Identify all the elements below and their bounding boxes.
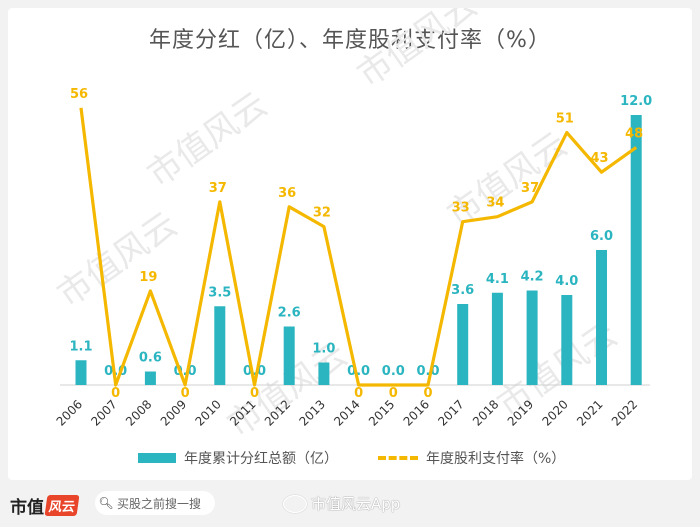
search-bar[interactable]: 🔍︎ 买股之前搜一搜: [95, 491, 215, 515]
bar-2022: [630, 115, 642, 385]
watermark-text: 市值风云: [140, 85, 274, 196]
search-icon: 🔍︎: [98, 496, 114, 510]
chart-card: 年度分红（亿）、年度股利支付率（%） 市值风云 市值风云 市值风云 市值风云 市值风云市…: [8, 8, 692, 480]
bar-label-2015: 0.0: [382, 364, 405, 379]
bar-2008: [144, 371, 156, 385]
bar-label-2018: 4.1: [486, 272, 509, 287]
x-tick-2014: 2014: [331, 397, 362, 428]
legend-bar-swatch: [138, 453, 176, 463]
bar-2012: [283, 326, 295, 385]
bar-label-2013: 1.0: [312, 342, 335, 357]
x-tick-2006: 2006: [54, 397, 85, 428]
line-label-2007: 0: [111, 386, 120, 401]
line-label-2021: 43: [590, 151, 608, 166]
payout-ratio-line: [79, 107, 638, 387]
legend-line-label: 年度股利支付率（%）: [426, 451, 566, 467]
weibo-icon: [283, 494, 307, 513]
legend-item-bar: 年度累计分红总额（亿）: [138, 448, 338, 468]
line-label-2022: 48: [625, 126, 643, 141]
bar-label-2012: 2.6: [278, 306, 301, 321]
chart-title: 年度分红（亿）、年度股利支付率（%）: [149, 28, 551, 53]
bar-2017: [457, 304, 469, 385]
line-label-2020: 51: [556, 112, 574, 127]
bar-2018: [491, 292, 503, 385]
bar-2013: [318, 362, 330, 385]
line-label-2012: 36: [278, 186, 296, 201]
brand-logo[interactable]: 市值 风云: [10, 493, 80, 518]
x-tick-2017: 2017: [435, 397, 466, 428]
bar-2006: [75, 360, 87, 385]
bar-label-2010: 3.5: [208, 285, 231, 300]
legend-bar-label: 年度累计分红总额（亿）: [184, 451, 338, 467]
line-label-2014: 0: [354, 386, 363, 401]
x-tick-2009: 2009: [158, 397, 189, 428]
x-tick-2021: 2021: [574, 397, 605, 428]
bar-2010: [214, 306, 226, 385]
line-label-2019: 37: [521, 181, 539, 196]
line-label-2017: 33: [452, 201, 470, 216]
watermark-text: 市值风云: [440, 125, 574, 236]
source-watermark: 市值风云App: [283, 493, 400, 514]
chart-legend: 年度累计分红总额（亿） 年度股利支付率（%）: [138, 448, 565, 468]
bar-2021: [596, 250, 607, 385]
bar-label-2016: 0.0: [416, 364, 439, 379]
bar-label-2022: 12.0: [620, 94, 652, 109]
footer-bar: 市值 风云 🔍︎ 买股之前搜一搜 市值风云App: [0, 480, 700, 527]
x-tick-2015: 2015: [366, 397, 397, 428]
line-label-2013: 32: [313, 206, 331, 221]
bar-label-2008: 0.6: [139, 351, 162, 366]
x-tick-2008: 2008: [123, 397, 154, 428]
bar-label-2020: 4.0: [555, 274, 578, 289]
bar-label-2011: 0.0: [243, 364, 266, 379]
brand-box-text: 风云: [44, 495, 80, 516]
x-tick-2007: 2007: [88, 397, 119, 428]
bar-label-2014: 0.0: [347, 364, 370, 379]
line-label-2006: 56: [70, 87, 88, 102]
legend-item-line: 年度股利支付率（%）: [378, 448, 565, 468]
line-label-2015: 0: [389, 386, 398, 401]
bar-label-2019: 4.2: [521, 270, 544, 285]
watermark-text: 市值风云: [50, 205, 184, 316]
line-label-2018: 34: [486, 196, 504, 211]
bar-label-2017: 3.6: [451, 283, 474, 298]
line-label-2008: 19: [139, 270, 157, 285]
x-tick-2010: 2010: [192, 397, 223, 428]
legend-line-swatch: [378, 456, 418, 460]
search-placeholder: 买股之前搜一搜: [117, 496, 202, 511]
line-label-2010: 37: [209, 181, 227, 196]
source-text: 市值风云App: [311, 495, 401, 513]
bar-2020: [561, 295, 573, 385]
bar-2019: [526, 290, 538, 385]
watermark-text: 市值风云: [350, 8, 484, 95]
bar-label-2006: 1.1: [69, 339, 92, 354]
x-tick-2022: 2022: [609, 397, 640, 428]
bar-label-2021: 6.0: [590, 229, 613, 244]
brand-main-text: 市值: [10, 498, 44, 518]
line-label-2011: 0: [250, 386, 259, 401]
line-label-2009: 0: [181, 386, 190, 401]
line-label-2016: 0: [423, 386, 432, 401]
x-tick-2016: 2016: [401, 397, 432, 428]
